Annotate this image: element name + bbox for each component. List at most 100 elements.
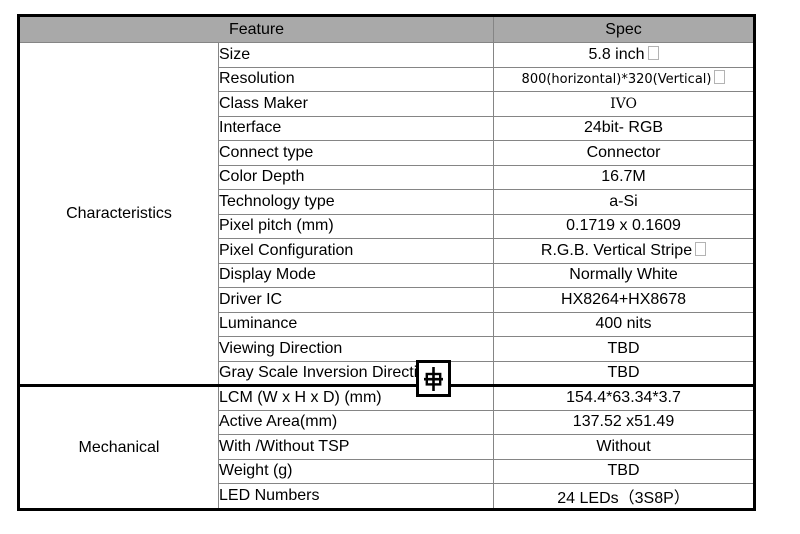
- spec-value-cell: TBD: [493, 458, 756, 484]
- feature-label-cell: Color Depth: [217, 164, 495, 190]
- spec-value-cell: 0.1719 x 0.1609: [493, 213, 756, 239]
- spec-value: 800(horizontal)*320(Vertical): [521, 72, 712, 88]
- feature-label: Active Area(mm): [219, 413, 338, 431]
- spec-column-header: Spec: [493, 15, 756, 43]
- spec-value-cell: Connector: [493, 140, 756, 166]
- spec-value: 5.8 inch: [588, 45, 645, 63]
- feature-label-cell: Active Area(mm): [217, 409, 495, 435]
- spec-value: 400 nits: [595, 315, 652, 333]
- table-row: Weight (g) TBD: [19, 458, 756, 484]
- feature-label: Connect type: [219, 143, 314, 161]
- feature-label-cell: LED Numbers: [217, 483, 495, 510]
- table-row: Viewing Direction TBD: [19, 336, 756, 362]
- feature-label-cell: Luminance: [217, 311, 495, 337]
- table-row: LED Numbers 24 LEDs（3S8P）: [19, 483, 756, 510]
- spec-value: Without: [596, 437, 651, 455]
- spec-value-cell: IVO: [493, 91, 756, 117]
- feature-label-cell: Size: [217, 42, 495, 68]
- feature-label-cell: Resolution: [217, 66, 495, 92]
- feature-label: Interface: [219, 119, 282, 137]
- spec-value-cell: 154.4*63.34*3.7: [493, 384, 756, 411]
- spec-value-cell: TBD: [493, 360, 756, 386]
- feature-label: Pixel Configuration: [219, 241, 354, 259]
- spec-value-cell: 400 nits: [493, 311, 756, 337]
- table-row: Connect type Connector: [19, 140, 756, 166]
- missing-glyph-box: [695, 241, 707, 256]
- feature-label-cell: Pixel pitch (mm): [217, 213, 495, 239]
- spec-value: 154.4*63.34*3.7: [566, 389, 681, 407]
- spec-value-cell: Without: [493, 434, 756, 460]
- spec-value: 0.1719 x 0.1609: [566, 217, 681, 235]
- section-label-characteristics: Characteristics: [18, 42, 219, 386]
- feature-label-cell: Class Maker: [217, 91, 495, 117]
- missing-glyph-box: [714, 70, 726, 85]
- table-row: Driver IC HX8264+HX8678: [19, 287, 756, 313]
- spec-value: R.G.B. Vertical Stripe: [540, 241, 693, 259]
- feature-label-cell: Pixel Configuration: [217, 238, 495, 264]
- spec-value-cell: 24bit- RGB: [493, 115, 756, 141]
- feature-label-cell: Viewing Direction: [217, 336, 495, 362]
- spec-value: 24bit- RGB: [583, 119, 664, 137]
- table-row: Display Mode Normally White: [19, 262, 756, 288]
- spec-value-cell: a-Si: [493, 189, 756, 215]
- spec-value-cell: 800(horizontal)*320(Vertical): [493, 66, 756, 92]
- spec-value: TBD: [607, 339, 640, 357]
- table-row: Characteristics Size 5.8 inch: [18, 42, 756, 386]
- feature-label-cell: With /Without TSP: [217, 434, 495, 460]
- table-row: Class Maker IVO: [19, 91, 756, 117]
- spec-value-cell: TBD: [493, 336, 756, 362]
- feature-label-cell: Display Mode: [217, 262, 495, 288]
- spec-value: 137.52 x51.49: [572, 413, 675, 431]
- crosshair-box-glyph: [424, 366, 443, 391]
- feature-label: Pixel pitch (mm): [219, 217, 334, 235]
- spec-value: 16.7M: [601, 168, 646, 186]
- feature-label-cell: Technology type: [217, 189, 495, 215]
- feature-label-cell: Interface: [217, 115, 495, 141]
- feature-label: With /Without TSP: [219, 437, 350, 455]
- spec-value: TBD: [607, 363, 640, 381]
- section-label-mechanical: Mechanical: [18, 384, 219, 510]
- feature-label: Viewing Direction: [219, 339, 343, 357]
- spec-table: Feature Spec Characteristics Size 5.8 in…: [17, 14, 757, 511]
- table-row: Pixel Configuration R.G.B. Vertical Stri…: [19, 238, 756, 264]
- spec-value-cell: 16.7M: [493, 164, 756, 190]
- table-header-row: Feature Spec: [17, 15, 756, 43]
- feature-label: Display Mode: [219, 266, 316, 284]
- feature-label-cell: Connect type: [217, 140, 495, 166]
- feature-label: LED Numbers: [219, 487, 320, 504]
- spec-value-cell: HX8264+HX8678: [493, 287, 756, 313]
- ime-move-cursor-icon: [416, 360, 451, 397]
- spec-value: Normally White: [569, 266, 678, 284]
- table-row: Active Area(mm) 137.52 x51.49: [19, 409, 756, 435]
- feature-label: Size: [219, 45, 251, 63]
- table-row: Resolution 800(horizontal)*320(Vertical): [19, 66, 756, 92]
- table-row: Mechanical LCM (W x H x D) (mm) 154.4*63…: [18, 384, 756, 510]
- feature-label: Resolution: [219, 70, 295, 88]
- feature-label: Weight (g): [219, 462, 293, 480]
- spec-value: TBD: [607, 462, 640, 480]
- feature-label-cell: Gray Scale Inversion Direction: [217, 360, 495, 386]
- spec-value-cell: 5.8 inch: [493, 42, 756, 68]
- spec-value: IVO: [610, 95, 637, 112]
- spec-value: a-Si: [609, 192, 638, 210]
- spec-value-cell: R.G.B. Vertical Stripe: [493, 238, 756, 264]
- feature-label: Luminance: [219, 315, 298, 333]
- missing-glyph-box: [647, 45, 659, 60]
- feature-label-cell: LCM (W x H x D) (mm): [217, 384, 495, 411]
- feature-label: Class Maker: [219, 94, 308, 112]
- spec-value-cell: 24 LEDs（3S8P）: [493, 483, 756, 510]
- feature-column-header: Feature: [17, 15, 495, 43]
- feature-label: LCM (W x H x D) (mm): [219, 389, 382, 407]
- feature-label: Technology type: [219, 192, 335, 210]
- spec-value: Connector: [586, 143, 661, 161]
- spec-value: 24 LEDs（3S8P）: [557, 490, 690, 507]
- spec-value-cell: 137.52 x51.49: [493, 409, 756, 435]
- spec-value: HX8264+HX8678: [561, 290, 686, 308]
- feature-label-cell: Weight (g): [217, 458, 495, 484]
- feature-label: Color Depth: [219, 168, 305, 186]
- feature-label-cell: Driver IC: [217, 287, 495, 313]
- table-row: Pixel pitch (mm) 0.1719 x 0.1609: [19, 213, 756, 239]
- feature-label: Driver IC: [219, 290, 283, 308]
- feature-label: Gray Scale Inversion Direction: [219, 363, 436, 381]
